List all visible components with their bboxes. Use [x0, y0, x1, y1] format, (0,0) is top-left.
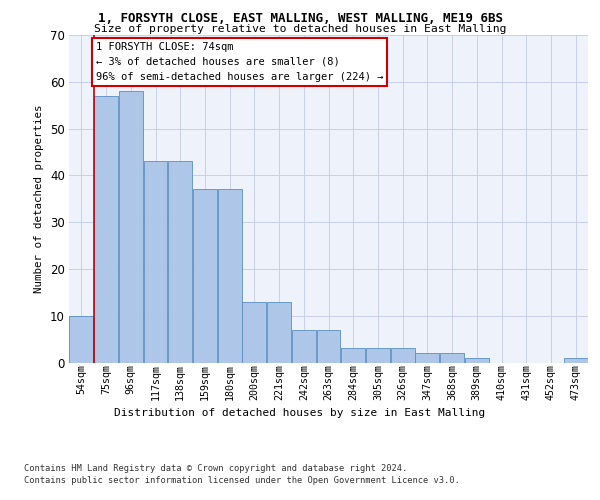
Bar [168, 162, 192, 362]
Bar [119, 91, 143, 362]
Bar [317, 330, 340, 362]
Bar [242, 302, 266, 362]
Bar [218, 190, 242, 362]
Text: Contains HM Land Registry data © Crown copyright and database right 2024.: Contains HM Land Registry data © Crown c… [24, 464, 407, 473]
Text: Contains public sector information licensed under the Open Government Licence v3: Contains public sector information licen… [24, 476, 460, 485]
Bar [465, 358, 489, 362]
Bar [563, 358, 587, 362]
Text: 1, FORSYTH CLOSE, EAST MALLING, WEST MALLING, ME19 6BS: 1, FORSYTH CLOSE, EAST MALLING, WEST MAL… [97, 12, 503, 26]
Bar [267, 302, 291, 362]
Bar [143, 162, 167, 362]
Text: 1 FORSYTH CLOSE: 74sqm
← 3% of detached houses are smaller (8)
96% of semi-detac: 1 FORSYTH CLOSE: 74sqm ← 3% of detached … [95, 42, 383, 82]
Bar [415, 353, 439, 362]
Bar [292, 330, 316, 362]
Bar [193, 190, 217, 362]
Bar [366, 348, 390, 362]
Bar [94, 96, 118, 362]
Bar [391, 348, 415, 362]
Y-axis label: Number of detached properties: Number of detached properties [34, 104, 44, 293]
Text: Size of property relative to detached houses in East Malling: Size of property relative to detached ho… [94, 24, 506, 34]
Bar [341, 348, 365, 362]
Text: Distribution of detached houses by size in East Malling: Distribution of detached houses by size … [115, 408, 485, 418]
Bar [70, 316, 94, 362]
Bar [440, 353, 464, 362]
